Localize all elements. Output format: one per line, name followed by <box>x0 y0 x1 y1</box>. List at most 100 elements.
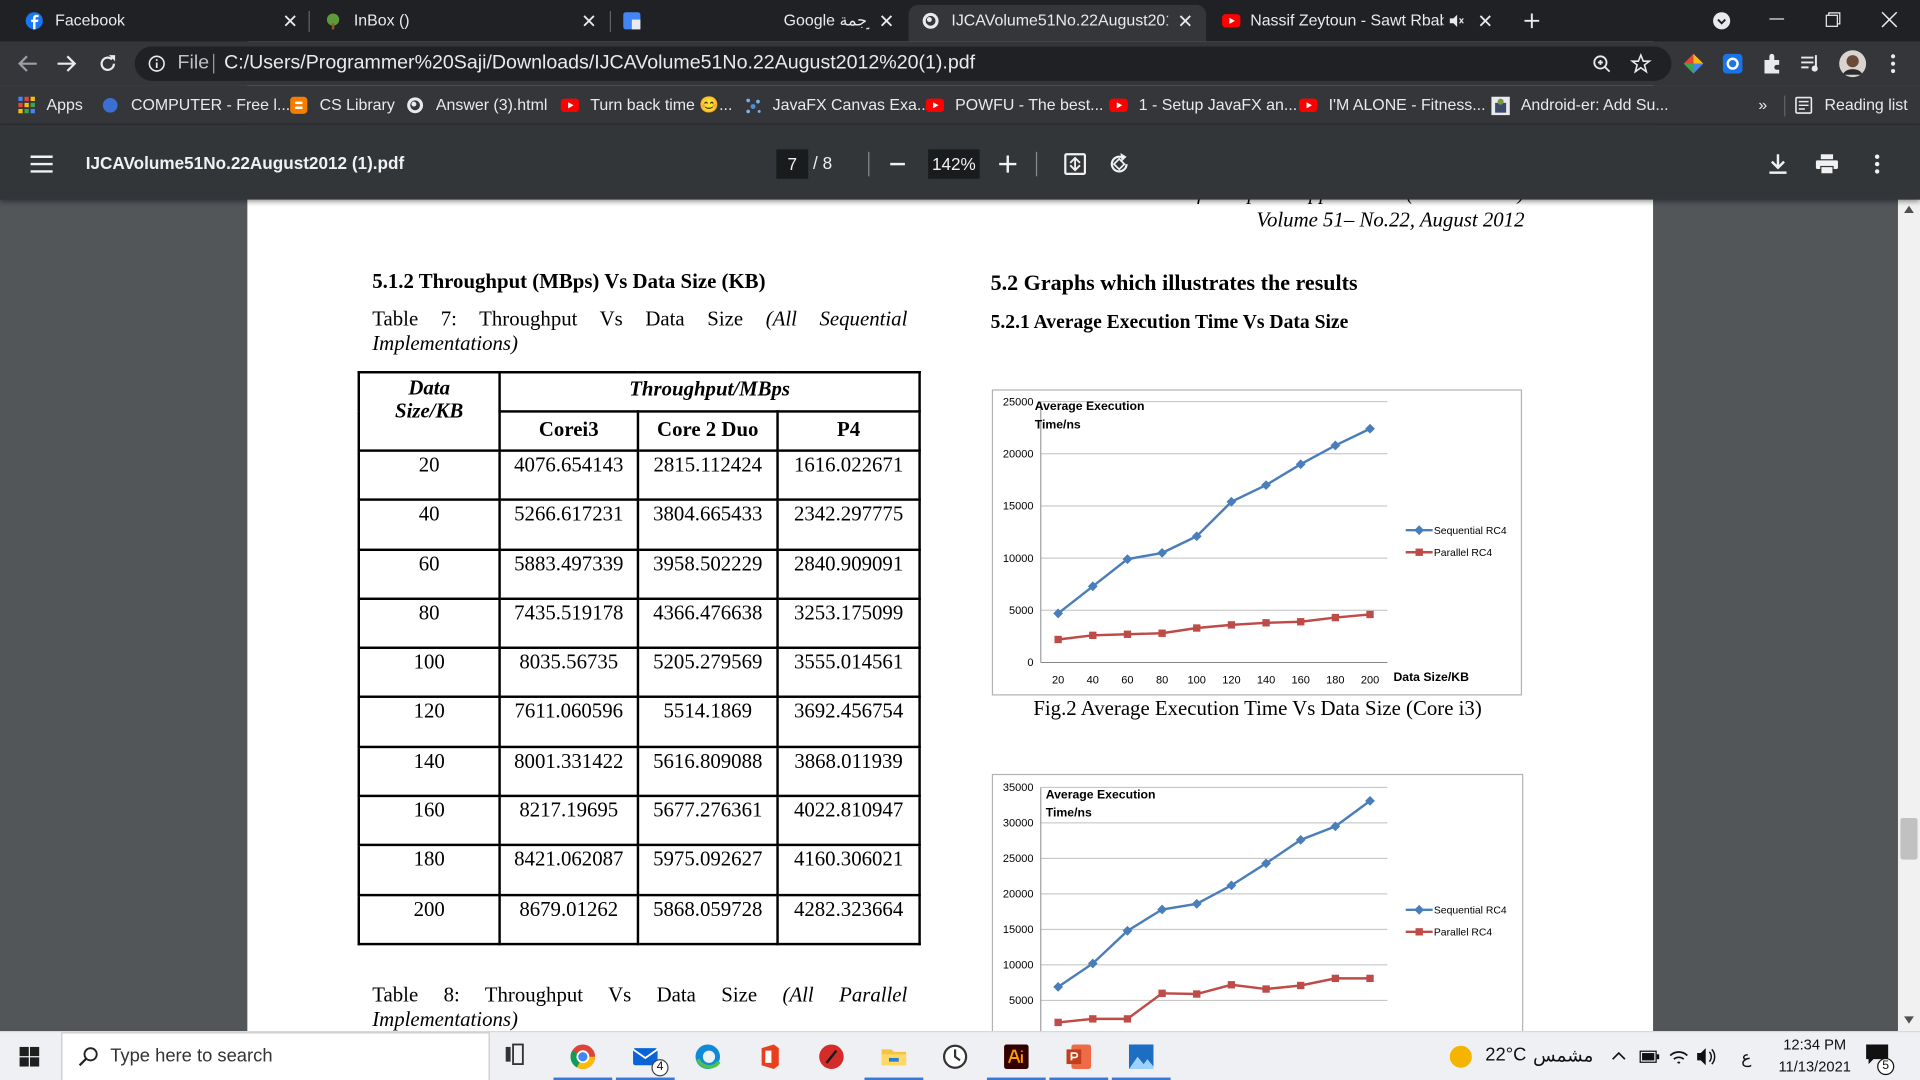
battery[interactable] <box>1639 1050 1660 1063</box>
table-row: 20 4076.654143 2815.112424 1616.022671 <box>357 449 921 502</box>
taskbar-app[interactable] <box>632 1044 659 1068</box>
new-tab[interactable] <box>1524 13 1540 29</box>
extension[interactable] <box>1683 53 1704 74</box>
rotate[interactable] <box>1108 153 1130 175</box>
header-row: Data Size/KB Throughput/MBps <box>357 371 921 452</box>
bookmark[interactable]: Answer (3).html <box>435 95 548 114</box>
bookmark[interactable]: I'M ALONE - Fitness... <box>1328 95 1486 114</box>
scroll-up[interactable] <box>1904 205 1914 214</box>
scroll-down-shape <box>1904 1016 1914 1024</box>
bookmark[interactable]: COMPUTER - Free l... <box>131 95 291 114</box>
zoom-input[interactable]: 142% <box>928 149 980 179</box>
tray-expand[interactable] <box>1611 1051 1626 1060</box>
wifi-shape <box>1669 1051 1688 1064</box>
weather-icon[interactable] <box>1449 1045 1472 1068</box>
bookmark[interactable]: Turn back time 😊... <box>590 95 733 114</box>
bookmarks-overflow[interactable]: » <box>1758 95 1768 114</box>
print[interactable] <box>1815 154 1838 175</box>
taskbar-app[interactable] <box>505 1043 530 1068</box>
bookmark[interactable]: Apps <box>46 95 83 114</box>
tab-favicon <box>326 13 340 30</box>
tab-favicon-shape <box>331 23 335 30</box>
bookmark[interactable]: JavaFX Canvas Exa... <box>772 95 931 114</box>
site-info[interactable] <box>148 55 165 72</box>
action-center[interactable] <box>1866 1044 1889 1065</box>
tab-title[interactable]: Nassif Zeytoun - Sawt Rbaba <box>1250 11 1444 30</box>
sidebar-toggle[interactable] <box>30 155 53 173</box>
tab-close[interactable] <box>1479 15 1491 27</box>
y-tick-label: 20000 <box>1003 448 1034 460</box>
taskbar-app[interactable] <box>695 1044 721 1069</box>
omnibox-separator <box>213 53 215 74</box>
bookmark[interactable]: 1 - Setup JavaFX an... <box>1138 95 1298 114</box>
tab-search[interactable] <box>1713 12 1731 30</box>
tab-favicon-shape <box>1229 17 1235 24</box>
tab-title[interactable]: IJCAVolume51No.22August2012 <box>951 11 1169 30</box>
file-name: IJCAVolume51No.22August2012 (1).pdf <box>85 153 405 173</box>
extension[interactable] <box>1722 53 1743 74</box>
zoom-out[interactable] <box>890 162 905 166</box>
x-tick-label: 140 <box>1257 674 1275 686</box>
browser-menu[interactable] <box>1890 54 1896 74</box>
chart-frame: 0 5000 10000 15000 20000 25000 20 40 60 80 100 120 1… <box>991 389 1523 696</box>
media-control[interactable] <box>1801 55 1821 72</box>
taskbar-app[interactable] <box>757 1044 781 1069</box>
tab-title[interactable]: Google ترجمة <box>783 11 870 30</box>
volume[interactable] <box>1697 1048 1717 1066</box>
wifi[interactable] <box>1669 1048 1689 1065</box>
clock-date[interactable]: 11/13/2021 <box>1778 1057 1851 1076</box>
extensions-menu[interactable] <box>1762 53 1782 74</box>
address-url[interactable]: C:/Users/Programmer%20Saji/Downloads/IJC… <box>224 52 976 74</box>
bookmark-star[interactable] <box>1629 52 1652 74</box>
minimize[interactable] <box>1769 18 1785 20</box>
tab-close[interactable] <box>284 15 296 27</box>
table-cell: 5883.497339 <box>498 548 640 600</box>
back-button[interactable] <box>17 55 37 72</box>
zoom-in[interactable] <box>999 155 1017 173</box>
clock-time[interactable]: 12:34 PM <box>1783 1035 1847 1054</box>
profile-avatar[interactable] <box>1839 50 1867 78</box>
marker <box>1330 821 1341 832</box>
forward-button[interactable] <box>57 55 78 72</box>
zoom-indicator[interactable] <box>1593 55 1611 73</box>
fit-page[interactable] <box>1064 153 1087 175</box>
input-language[interactable]: ع <box>1741 1046 1752 1067</box>
zoom-indicator-shape <box>1593 55 1608 70</box>
taskbar-app[interactable] <box>942 1044 968 1069</box>
restore[interactable] <box>1825 12 1841 27</box>
taskbar-app[interactable] <box>881 1044 907 1068</box>
table-cell: 3692.456754 <box>776 696 921 748</box>
page-input[interactable]: 7 <box>776 149 809 179</box>
header-cell: Core 2 Duo <box>636 410 779 452</box>
section-heading: 5.2 Graphs which illustrates the results <box>990 270 1358 296</box>
table-cell: 2815.112424 <box>636 449 779 502</box>
bookmark[interactable]: CS Library <box>319 95 395 114</box>
tab-close[interactable] <box>583 15 595 27</box>
download[interactable] <box>1769 154 1787 174</box>
tab-close[interactable] <box>1179 15 1191 27</box>
x-tick-label: 60 <box>1121 674 1133 686</box>
reload-button[interactable] <box>98 54 118 74</box>
legend-marker <box>1415 928 1423 936</box>
start-button[interactable] <box>19 1046 40 1067</box>
tab-close[interactable] <box>880 15 893 27</box>
marker <box>1331 613 1340 622</box>
window-close[interactable] <box>1881 11 1898 28</box>
reading-list[interactable]: Reading list <box>1824 95 1908 114</box>
taskbar-app[interactable] <box>819 1044 844 1069</box>
tab-close-shape <box>1179 15 1191 27</box>
bookmark[interactable]: POWFU - The best... <box>955 95 1104 114</box>
tab-title[interactable]: Facebook <box>55 11 126 30</box>
scroll-down[interactable] <box>1904 1016 1914 1024</box>
search-box[interactable]: Type here to search <box>61 1032 490 1080</box>
more-actions[interactable] <box>1874 154 1880 174</box>
legend-marker <box>1414 525 1425 536</box>
taskbar-app[interactable] <box>1128 1044 1154 1069</box>
taskbar-app[interactable] <box>1004 1044 1029 1069</box>
print-shape <box>1820 165 1834 175</box>
taskbar-app[interactable] <box>1066 1044 1092 1069</box>
taskbar-app-shape <box>954 1049 961 1062</box>
taskbar-app[interactable] <box>570 1044 596 1070</box>
tab-title[interactable]: InBox () <box>353 11 410 30</box>
bookmark[interactable]: Android-er: Add Su... <box>1520 95 1669 114</box>
